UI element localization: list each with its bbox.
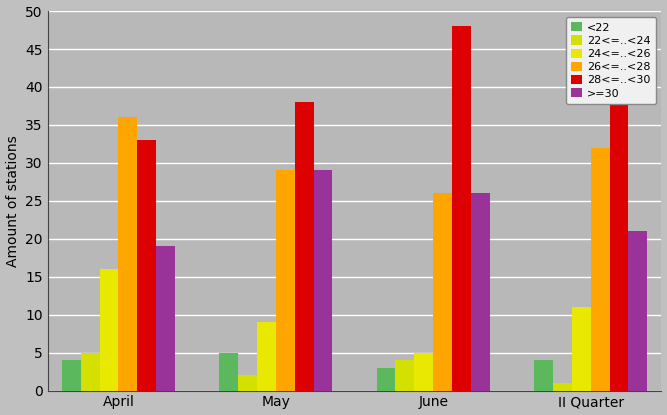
Bar [396,360,414,391]
Bar [553,383,572,391]
Bar [590,148,610,391]
Bar [452,26,471,391]
Bar [434,193,452,391]
Bar [313,171,332,391]
Legend: <22, 22<=..<24, 24<=..<26, 26<=..<28, 28<=..<30, >=30: <22, 22<=..<24, 24<=..<26, 26<=..<28, 28… [566,17,656,104]
Bar [534,360,553,391]
Bar [276,171,295,391]
Bar [414,353,434,391]
Bar [610,56,628,391]
Bar [295,102,313,391]
Bar [219,353,238,391]
Bar [156,247,175,391]
Bar [137,140,156,391]
Bar [377,368,396,391]
Bar [119,117,137,391]
Bar [572,307,590,391]
Bar [471,193,490,391]
Bar [99,269,119,391]
Bar [257,322,276,391]
Y-axis label: Amount of stations: Amount of stations [5,135,19,267]
Bar [238,376,257,391]
Bar [62,360,81,391]
Bar [81,353,99,391]
Bar [628,231,647,391]
